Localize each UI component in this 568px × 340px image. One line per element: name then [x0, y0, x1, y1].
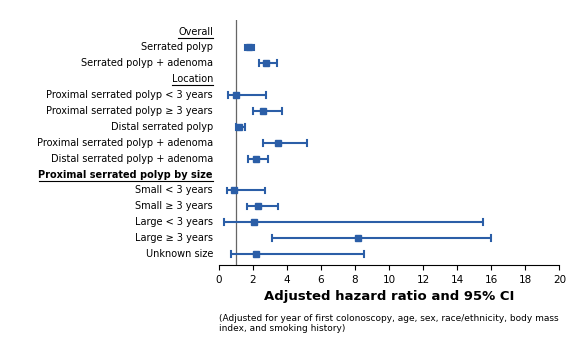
Text: Proximal serrated polyp ≥ 3 years: Proximal serrated polyp ≥ 3 years: [47, 106, 213, 116]
Text: Distal serrated polyp + adenoma: Distal serrated polyp + adenoma: [51, 154, 213, 164]
Text: Proximal serrated polyp + adenoma: Proximal serrated polyp + adenoma: [37, 138, 213, 148]
Text: Location: Location: [172, 74, 213, 84]
Text: (Adjusted for year of first colonoscopy, age, sex, race/ethnicity, body mass
ind: (Adjusted for year of first colonoscopy,…: [219, 314, 558, 333]
Text: Overall: Overall: [178, 27, 213, 36]
Text: Large ≥ 3 years: Large ≥ 3 years: [135, 233, 213, 243]
Text: Unknown size: Unknown size: [145, 249, 213, 259]
Text: Serrated polyp + adenoma: Serrated polyp + adenoma: [81, 58, 213, 68]
Text: Small ≥ 3 years: Small ≥ 3 years: [135, 201, 213, 211]
Text: Large < 3 years: Large < 3 years: [135, 217, 213, 227]
Text: Serrated polyp: Serrated polyp: [141, 42, 213, 52]
Text: Proximal serrated polyp by size: Proximal serrated polyp by size: [39, 170, 213, 180]
X-axis label: Adjusted hazard ratio and 95% CI: Adjusted hazard ratio and 95% CI: [264, 290, 514, 304]
Text: Distal serrated polyp: Distal serrated polyp: [111, 122, 213, 132]
Text: Small < 3 years: Small < 3 years: [135, 186, 213, 196]
Text: Proximal serrated polyp < 3 years: Proximal serrated polyp < 3 years: [47, 90, 213, 100]
